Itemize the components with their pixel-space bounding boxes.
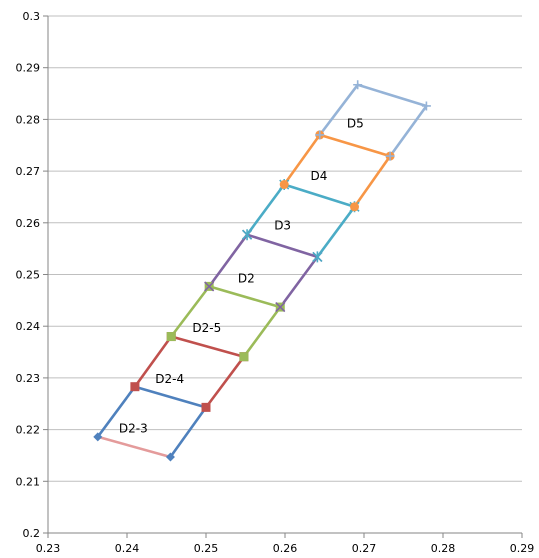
region-label: D5 xyxy=(347,117,364,131)
data-point-x xyxy=(204,281,215,292)
data-point-plus xyxy=(315,130,325,140)
region-label: D3 xyxy=(274,219,291,233)
y-tick-label: 0.29 xyxy=(16,62,41,75)
series-line-7 xyxy=(282,133,392,209)
y-tick-label: 0.24 xyxy=(16,320,41,333)
y-tick-label: 0.3 xyxy=(23,10,41,23)
data-point-plus xyxy=(353,80,363,90)
region-label: D2-4 xyxy=(155,372,184,386)
y-tick-labels: 0.2 0.21 0.22 0.23 0.24 0.25 0.26 0.27 0.28 0.29 0… xyxy=(16,10,41,540)
x-tick-label: 0.27 xyxy=(352,542,377,555)
x-tick-label: 0.25 xyxy=(194,542,219,555)
x-tick-label: 0.23 xyxy=(36,542,61,555)
data-point-square xyxy=(166,332,176,342)
region-label: D2 xyxy=(238,271,255,285)
series-layer xyxy=(96,83,428,459)
markers-layer xyxy=(93,80,431,462)
data-point-square xyxy=(201,402,211,412)
x-tick-label: 0.29 xyxy=(510,542,535,555)
data-point-x xyxy=(275,302,286,313)
axes xyxy=(43,15,523,538)
gridlines xyxy=(48,15,522,482)
y-tick-label: 0.23 xyxy=(16,372,41,385)
data-point-square xyxy=(239,352,249,362)
x-tick-label: 0.26 xyxy=(273,542,298,555)
x-tick-labels: 0.23 0.24 0.25 0.26 0.27 0.28 0.29 xyxy=(36,542,535,555)
data-point-circle xyxy=(279,180,289,190)
y-tick-label: 0.21 xyxy=(16,475,41,488)
y-tick-label: 0.26 xyxy=(16,217,41,230)
annotations-layer: D2-3 D2-4 D2-5 D2 D3 D4 D5 xyxy=(119,117,364,436)
data-point-star xyxy=(242,229,253,241)
region-label: D2-3 xyxy=(119,422,148,436)
data-point-circle xyxy=(350,202,360,212)
x-tick-label: 0.24 xyxy=(115,542,140,555)
data-point-diamond xyxy=(93,432,103,442)
series-line-5 xyxy=(207,233,319,309)
data-point-plus xyxy=(421,101,431,111)
region-label: D2-5 xyxy=(192,321,221,335)
data-point-star xyxy=(312,251,323,263)
series-line-6 xyxy=(245,183,356,259)
y-tick-label: 0.22 xyxy=(16,424,41,437)
x-tick-label: 0.28 xyxy=(431,542,456,555)
series-line-1 xyxy=(96,385,208,459)
region-label: D4 xyxy=(311,169,328,183)
data-point-plus xyxy=(385,151,395,161)
y-tick-label: 0.28 xyxy=(16,113,41,126)
y-tick-label: 0.2 xyxy=(23,527,41,540)
data-point-square xyxy=(130,382,140,392)
series-line-3 xyxy=(133,335,246,409)
y-tick-label: 0.27 xyxy=(16,165,41,178)
y-tick-label: 0.25 xyxy=(16,269,41,282)
series-line-8 xyxy=(318,83,428,158)
data-point-diamond xyxy=(165,452,175,462)
series-line-2 xyxy=(96,435,172,459)
series-line-4 xyxy=(169,285,282,358)
